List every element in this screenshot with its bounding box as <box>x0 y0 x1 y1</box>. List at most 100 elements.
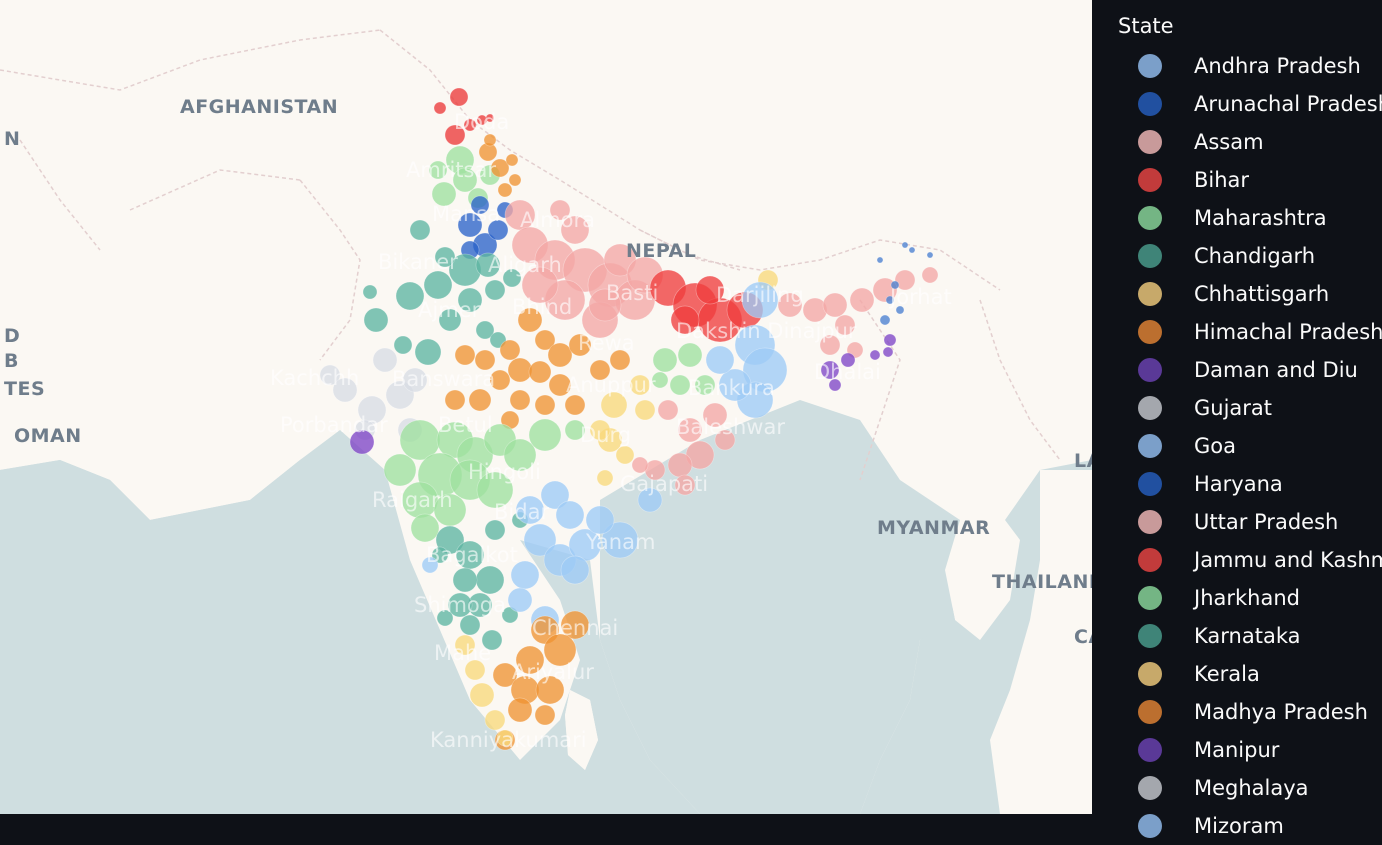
legend-item-jharkhand[interactable]: Jharkhand <box>1138 579 1300 617</box>
legend-title: State <box>1118 14 1174 38</box>
legend-label: Manipur <box>1194 738 1280 762</box>
legend-item-madhya-pradesh[interactable]: Madhya Pradesh <box>1138 693 1368 731</box>
bubble-jk-3 <box>463 118 477 132</box>
bubble-andhra-176 <box>510 560 540 590</box>
bubble-tamilnadu-184 <box>515 645 545 675</box>
map-area[interactable]: AFGHANISTAN NEPAL MYANMAR THAILAND OMAN N DB TE… <box>0 0 1092 814</box>
bubble-manipur-68 <box>349 429 375 455</box>
bubble-gujarat-61 <box>332 377 358 403</box>
bubble-mp-75 <box>568 333 592 357</box>
bubble-tamilnadu-188 <box>507 697 533 723</box>
bubble-up-37 <box>588 288 622 322</box>
country-label-iran-partial: N <box>4 128 21 150</box>
legend-label: Gujarat <box>1194 396 1273 420</box>
legend-item-daman-and-diu[interactable]: Daman and Diu <box>1138 351 1358 389</box>
bubble-kerala-193 <box>469 682 495 708</box>
map-canvas[interactable] <box>0 0 1092 814</box>
legend-item-mizoram[interactable]: Mizoram <box>1138 807 1284 845</box>
bubble-maharashtra-151 <box>383 453 417 487</box>
bubble-chhattisgarh-90 <box>634 399 656 421</box>
legend-label: Andhra Pradesh <box>1194 54 1361 78</box>
bubble-ne-127 <box>876 256 884 264</box>
legend-label: Assam <box>1194 130 1264 154</box>
legend-item-goa[interactable]: Goa <box>1138 427 1236 465</box>
city-label-bagalkot: Bagalkot <box>426 543 518 567</box>
bubble-assam-122 <box>921 266 939 284</box>
city-label-dhalai: Dhalai <box>814 360 881 384</box>
bubble-mp-80 <box>444 389 466 411</box>
legend-label: Chhattisgarh <box>1194 282 1330 306</box>
country-label-uae-partial-3: TES <box>4 378 46 400</box>
bubble-manipur-136 <box>828 378 842 392</box>
bubble-assam-120 <box>872 277 898 303</box>
bubble-manipur-138 <box>883 333 897 347</box>
legend-label: Meghalaya <box>1194 776 1309 800</box>
legend-marker-icon <box>1138 130 1162 154</box>
bubble-gujarat-60 <box>319 364 341 386</box>
legend-marker-icon <box>1138 282 1162 306</box>
legend-item-kerala[interactable]: Kerala <box>1138 655 1260 693</box>
legend-marker-icon <box>1138 320 1162 344</box>
country-label-afghanistan: AFGHANISTAN <box>180 96 339 118</box>
bubble-tamilnadu-182 <box>560 610 590 640</box>
city-label-porbandar: Porbandar <box>280 413 388 437</box>
bubble-up-32 <box>521 266 559 304</box>
legend-item-chhattisgarh[interactable]: Chhattisgarh <box>1138 275 1329 313</box>
bubble-orissa-114 <box>714 429 736 451</box>
bubble-karnataka-165 <box>501 606 519 624</box>
legend-item-andhra-pradesh[interactable]: Andhra Pradesh <box>1138 47 1361 85</box>
city-label-ariyalur: Ariyalur <box>512 660 594 684</box>
bubble-rajasthan-52 <box>457 287 483 313</box>
city-label-ajmer: Ajmer <box>418 298 481 322</box>
bubble-rajasthan-45 <box>395 281 425 311</box>
bubble-rajasthan-50 <box>414 338 442 366</box>
bubble-andhra-169 <box>555 500 585 530</box>
bubble-andhra-175 <box>560 555 590 585</box>
legend-marker-icon <box>1138 92 1162 116</box>
legend-item-meghalaya[interactable]: Meghalaya <box>1138 769 1309 807</box>
bubble-andhra-168 <box>540 480 570 510</box>
legend-label: Jharkhand <box>1194 586 1300 610</box>
country-label-nepal: NEPAL <box>626 240 697 262</box>
legend-label: Mizoram <box>1194 814 1284 838</box>
bubble-maharashtra-102 <box>652 347 678 373</box>
bubble-tamilnadu-183 <box>543 633 577 667</box>
city-label-dakshin-dinajpur: Dakshin Dinajpur <box>676 319 857 343</box>
legend-marker-icon <box>1138 434 1162 458</box>
bubble-up-34 <box>549 199 571 221</box>
bubble-mp-77 <box>507 357 533 383</box>
border-line-6 <box>979 299 1061 461</box>
bubble-punjab-11 <box>428 160 448 180</box>
legend-item-assam[interactable]: Assam <box>1138 123 1264 161</box>
bubble-kerala-195 <box>496 729 514 747</box>
legend-item-manipur[interactable]: Manipur <box>1138 731 1279 769</box>
bubble-maharashtra-152 <box>410 513 440 543</box>
legend-label: Karnataka <box>1194 624 1301 648</box>
city-label-raigarh: Raigarh <box>372 488 453 512</box>
legend-item-karnataka[interactable]: Karnataka <box>1138 617 1300 655</box>
bubble-karnataka-155 <box>455 540 485 570</box>
bubble-tamilnadu-185 <box>492 662 518 688</box>
bubble-hp-15 <box>508 173 522 187</box>
bubble-mp-86 <box>609 349 631 371</box>
legend-marker-icon <box>1138 54 1162 78</box>
bubble-jk-5 <box>485 113 495 123</box>
legend-item-chandigarh[interactable]: Chandigarh <box>1138 237 1315 275</box>
bubble-orissa-115 <box>674 474 696 496</box>
legend-item-bihar[interactable]: Bihar <box>1138 161 1249 199</box>
legend-item-uttar-pradesh[interactable]: Uttar Pradesh <box>1138 503 1338 541</box>
legend-item-gujarat[interactable]: Gujarat <box>1138 389 1272 427</box>
bubble-tamilnadu-189 <box>534 704 556 726</box>
legend-item-himachal-pradesh[interactable]: Himachal Pradesh <box>1138 313 1382 351</box>
bubble-andhra-177 <box>507 587 533 613</box>
bubble-maharashtra-103 <box>677 342 703 368</box>
legend-label: Arunachal Pradesh <box>1194 92 1382 116</box>
legend-item-arunachal-pradesh[interactable]: Arunachal Pradesh <box>1138 85 1382 123</box>
bubble-karnataka-157 <box>452 567 478 593</box>
legend-item-jammu-and-kashmir[interactable]: Jammu and Kashmir <box>1138 541 1382 579</box>
bubble-kerala-194 <box>484 709 506 731</box>
bubble-andhra-173 <box>601 521 639 559</box>
legend-item-maharashtra[interactable]: Maharashtra <box>1138 199 1327 237</box>
bubble-wb-101 <box>705 345 735 375</box>
legend-item-haryana[interactable]: Haryana <box>1138 465 1283 503</box>
